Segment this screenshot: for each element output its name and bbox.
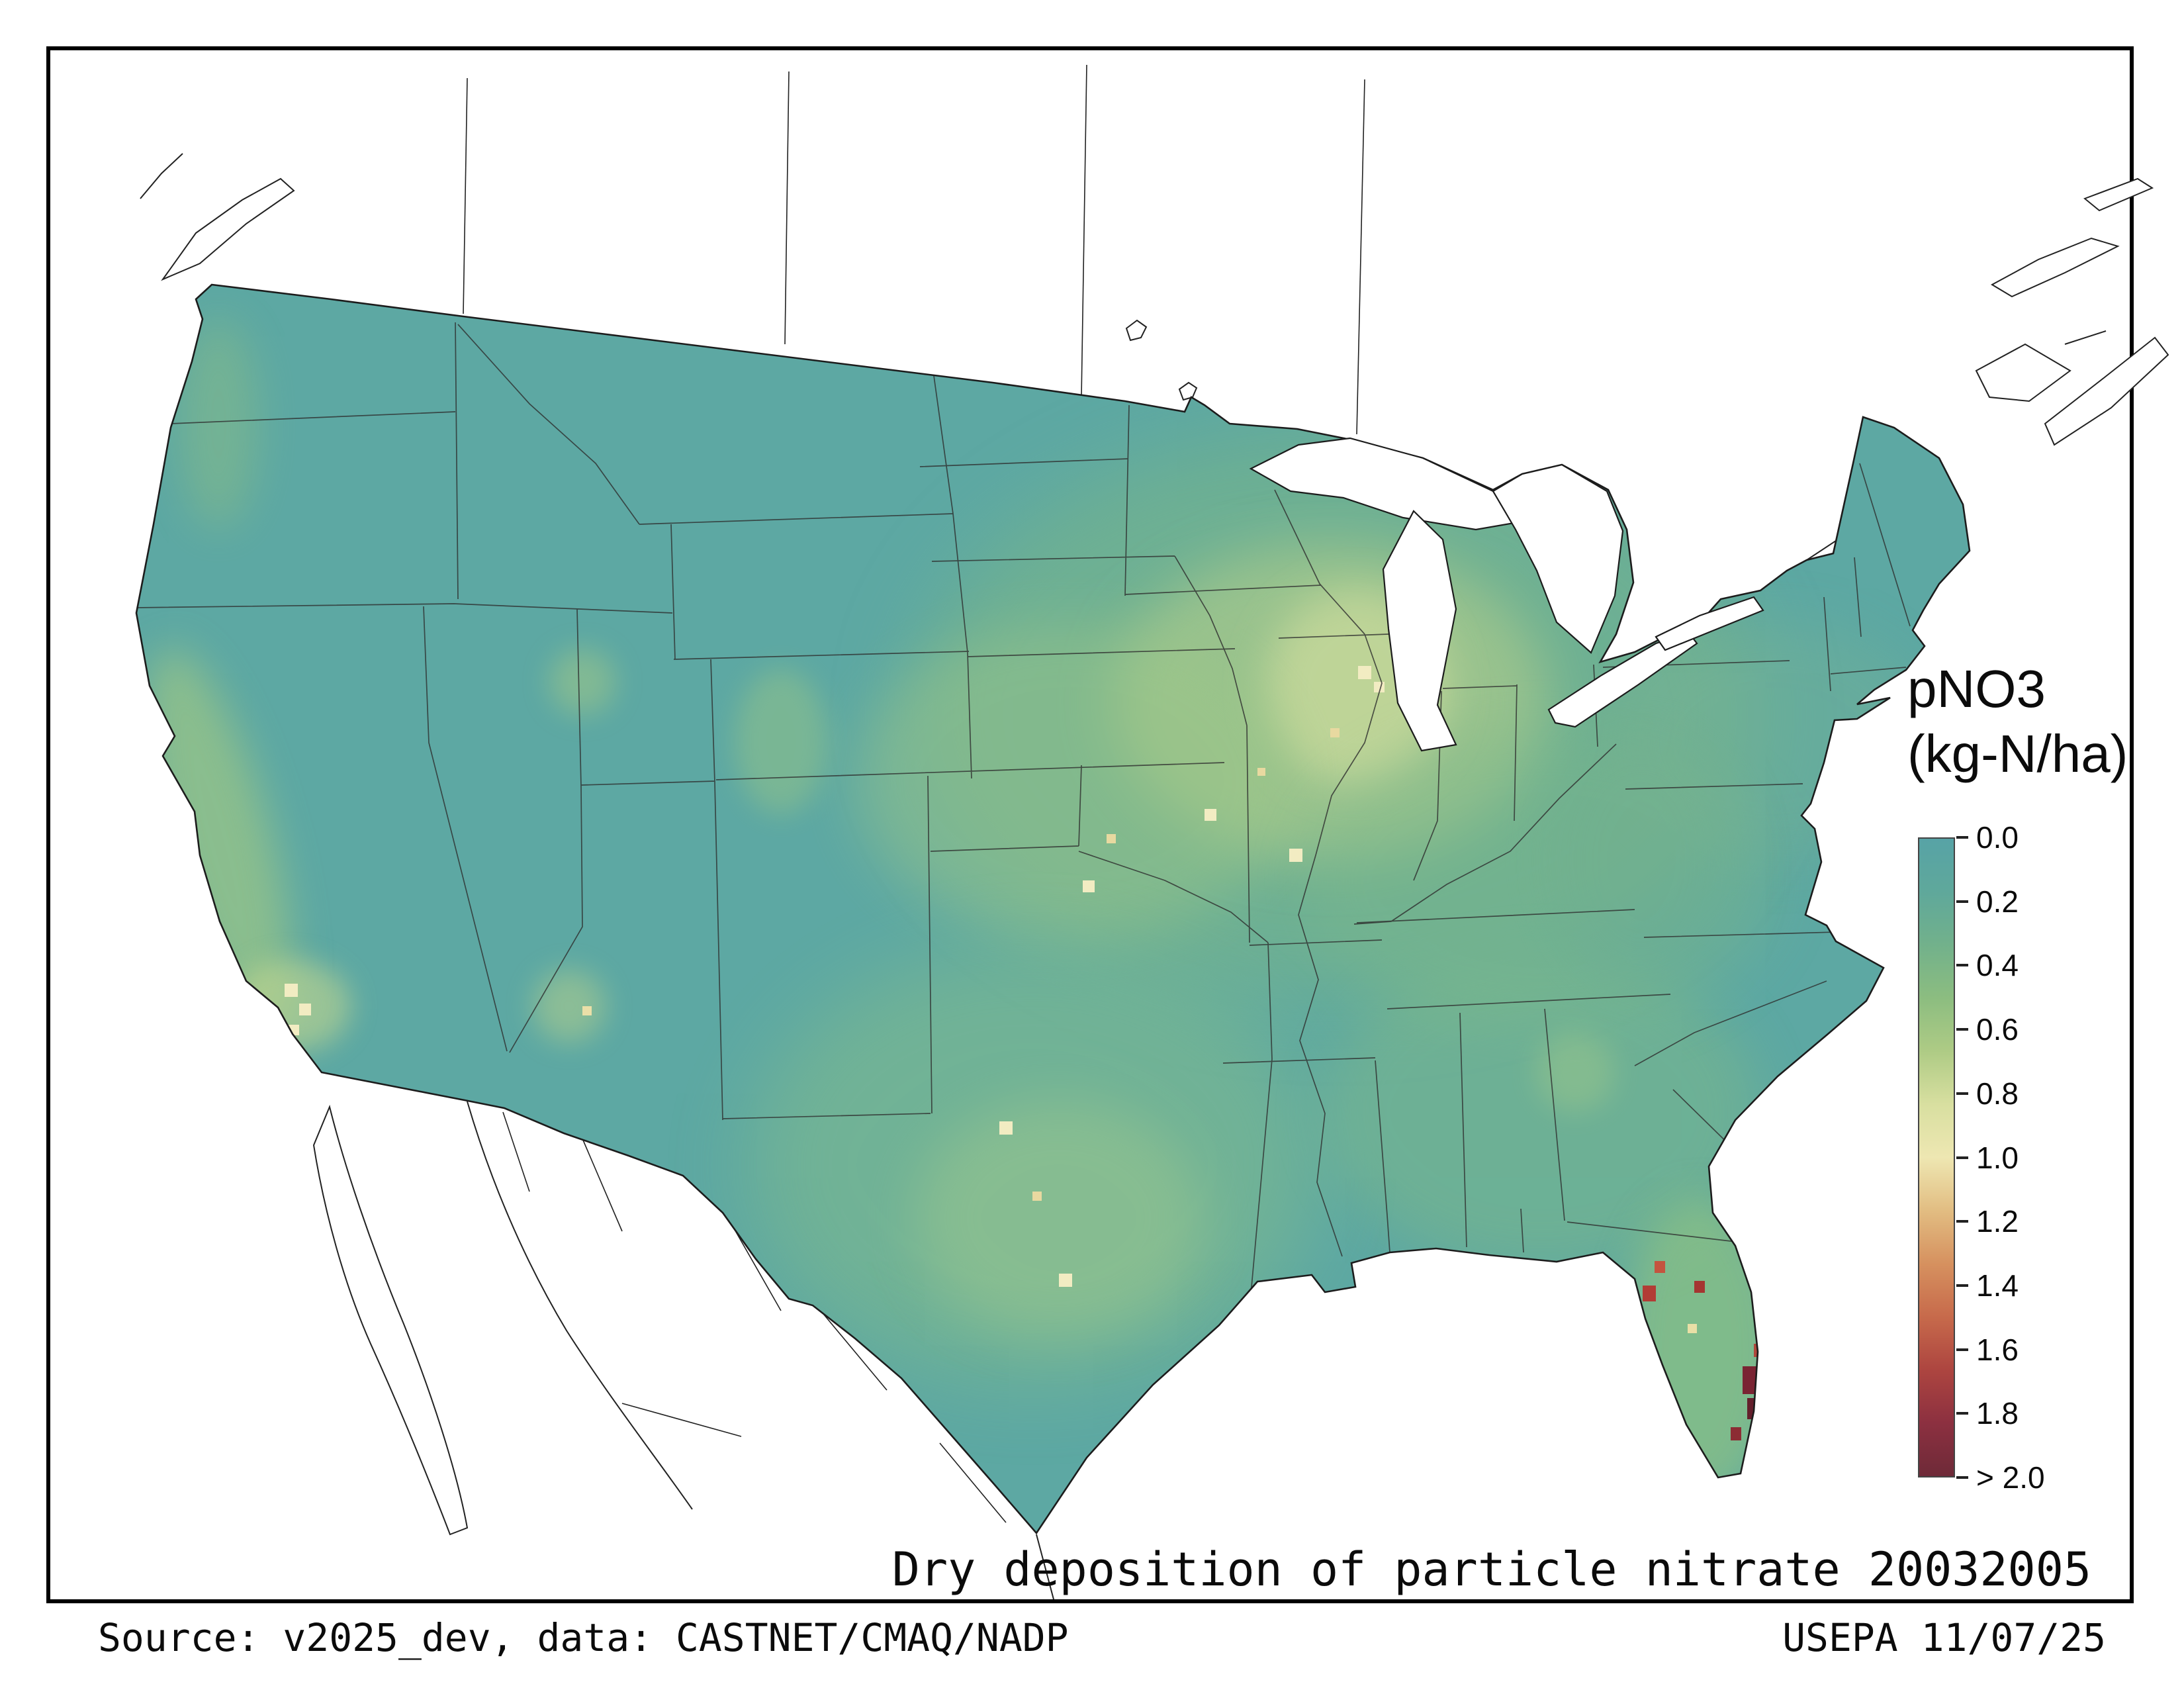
colorbar-title-variable: pNO3 bbox=[1907, 659, 2046, 718]
tick-mark bbox=[1956, 1028, 1968, 1031]
conus-outline bbox=[135, 283, 1971, 1535]
map-title: Dry deposition of particle nitrate 20032… bbox=[891, 1542, 2091, 1597]
colorbar-tick: 1.0 bbox=[1956, 1140, 2019, 1176]
colorbar-tick: 0.8 bbox=[1956, 1076, 2019, 1111]
colorbar-tick: 0.0 bbox=[1956, 820, 2019, 855]
colorbar-tick: 1.6 bbox=[1956, 1332, 2019, 1368]
lake-huron bbox=[1492, 463, 1624, 654]
tick-label: 0.0 bbox=[1976, 820, 2019, 855]
great-lakes bbox=[1249, 437, 1764, 752]
colorbar-tick: 1.2 bbox=[1956, 1203, 2019, 1239]
tick-label: 1.0 bbox=[1976, 1140, 2019, 1175]
lake-erie bbox=[1547, 632, 1698, 728]
tick-label: 1.4 bbox=[1976, 1268, 2019, 1303]
tick-label: 0.2 bbox=[1976, 884, 2019, 919]
colorbar-title-units: (kg-N/ha) bbox=[1907, 724, 2128, 783]
tick-label: 1.8 bbox=[1976, 1396, 2019, 1431]
canada-outline bbox=[140, 64, 2169, 573]
agency-stamp: USEPA 11/07/25 bbox=[1782, 1615, 2106, 1660]
colorbar-tick: > 2.0 bbox=[1956, 1460, 2045, 1495]
tick-mark bbox=[1956, 836, 1968, 839]
lake-ontario bbox=[1655, 596, 1764, 651]
urban-hot-cells bbox=[285, 666, 1426, 1287]
tick-mark bbox=[1956, 900, 1968, 903]
colorbar-ticks: 0.0 0.2 0.4 0.6 0.8 1.0 1.2 1.4 1.6 1.8 … bbox=[1956, 820, 2128, 1495]
lake-michigan bbox=[1382, 510, 1457, 752]
colorbar-title: pNO3 (kg-N/ha) bbox=[1907, 657, 2128, 786]
colorbar-tick: 1.4 bbox=[1956, 1268, 2019, 1303]
tick-mark bbox=[1956, 964, 1968, 967]
colorbar-tick: 0.2 bbox=[1956, 884, 2019, 919]
tick-mark bbox=[1956, 1412, 1968, 1415]
tick-label: > 2.0 bbox=[1976, 1460, 2045, 1495]
tick-label: 1.2 bbox=[1976, 1204, 2019, 1239]
colorbar-tick: 0.6 bbox=[1956, 1011, 2019, 1047]
tick-mark bbox=[1956, 1348, 1968, 1351]
tick-label: 1.6 bbox=[1976, 1332, 2019, 1367]
colorbar-tick: 1.8 bbox=[1956, 1395, 2019, 1431]
colorbar-gradient bbox=[1918, 837, 1955, 1477]
mexico-outline bbox=[312, 1101, 1054, 1600]
source-note: Source: v2025_dev, data: CASTNET/CMAQ/NA… bbox=[98, 1615, 1069, 1660]
tick-mark bbox=[1956, 1476, 1968, 1479]
tick-mark bbox=[1956, 1284, 1968, 1287]
tick-mark bbox=[1956, 1156, 1968, 1159]
tick-mark bbox=[1956, 1220, 1968, 1223]
tick-label: 0.8 bbox=[1976, 1076, 2019, 1111]
colorbar-tick: 0.4 bbox=[1956, 947, 2019, 983]
tick-mark bbox=[1956, 1092, 1968, 1095]
tick-label: 0.6 bbox=[1976, 1012, 2019, 1047]
tick-label: 0.4 bbox=[1976, 948, 2019, 983]
